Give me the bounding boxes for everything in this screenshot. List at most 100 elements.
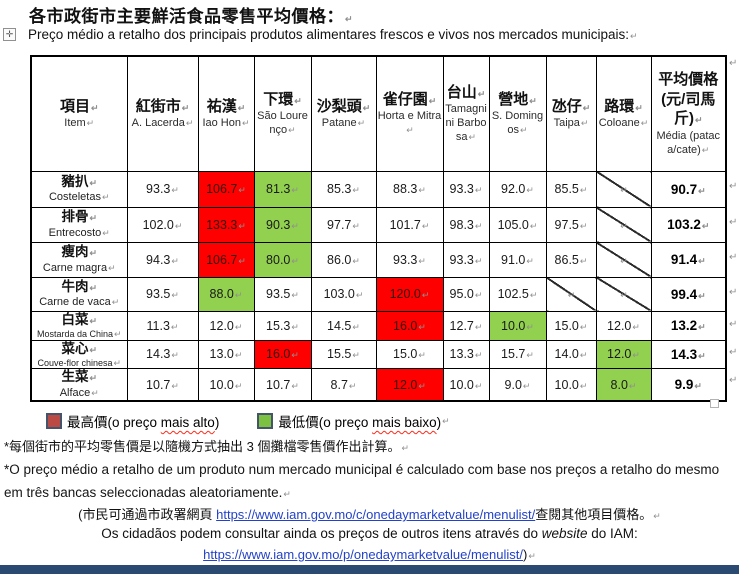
paragraph-mark: ↵: [345, 14, 354, 24]
iam-link-pt[interactable]: https://www.iam.gov.mo/p/onedaymarketval…: [203, 547, 523, 562]
paragraph-mark: ↵: [579, 350, 588, 361]
paragraph-mark: ↵: [698, 322, 706, 332]
average-price-cell: 13.2↵: [650, 310, 727, 341]
price-cell: 12.0↵: [595, 310, 652, 341]
table-resize-handle[interactable]: [710, 399, 719, 408]
item-cell: 豬扒↵ Costeletas↵: [30, 170, 128, 208]
table-row-carne-de-vaca: 牛肉↵ Carne de vaca↵ 93.5↵ 88.0↵ 93.5↵ 103.0↵ 12…: [30, 276, 727, 312]
paragraph-mark: ↵: [632, 350, 640, 361]
price-cell: 88.0↵: [197, 276, 255, 312]
price-cell: 15.7↵: [488, 339, 547, 370]
paragraph-mark: ↵: [171, 350, 179, 361]
paragraph-mark: ↵: [170, 321, 179, 332]
paragraph-mark: ↵: [238, 255, 246, 266]
paragraph-mark: ↵: [91, 387, 99, 398]
price-cell: 13.3↵: [442, 339, 490, 370]
paragraph-mark: ↵: [113, 357, 122, 368]
price-cell: 15.5↵: [310, 339, 377, 370]
paragraph-mark: ↵: [579, 380, 588, 391]
paragraph-mark: ↵: [234, 321, 243, 332]
price-cell: 102.0↵: [126, 206, 199, 243]
price-cell: 9.0↵: [488, 368, 547, 402]
price-cell: 92.0↵: [488, 170, 547, 208]
price-cell: 93.5↵: [253, 276, 312, 312]
paragraph-mark: ↵: [628, 380, 637, 391]
price-cell: 12.7↵: [442, 310, 490, 341]
legend-max-label: 最高價(o preço mais alto): [67, 415, 220, 430]
paragraph-mark: ↵: [174, 220, 183, 231]
column-header-tamagnini-barbosa: 台山↵ Tamagnini Barbosa↵: [442, 55, 490, 172]
column-header-patane: 沙梨頭↵ Patane↵: [310, 55, 377, 172]
paragraph-mark: ↵: [234, 350, 243, 361]
paragraph-mark: ↵: [474, 255, 483, 266]
page-subtitle: Preço médio a retalho dos principais pro…: [28, 27, 638, 42]
end-of-row-mark: ↵: [729, 347, 738, 358]
end-of-row-mark: ↵: [729, 252, 738, 263]
paragraph-mark: ↵: [474, 185, 483, 195]
price-cell: 97.7↵: [310, 206, 377, 243]
paragraph-mark: ↵: [291, 350, 299, 361]
item-cell: 菜心↵ Couve-flor chinesa↵: [30, 339, 128, 370]
paragraph-mark: ↵: [698, 290, 706, 301]
paragraph-mark: ↵: [520, 125, 528, 135]
price-cell: 15.0↵: [545, 310, 597, 341]
price-cell: 105.0↵: [488, 206, 547, 243]
paragraph-mark: ↵: [355, 290, 364, 300]
column-header-m-dia-pataca-cate: 平均價格(元/司馬斤)↵ Média (pataca/cate)↵: [650, 55, 727, 172]
paragraph-mark: ↵: [698, 350, 706, 361]
price-cell: 86.5↵: [545, 241, 597, 278]
end-of-row-mark: ↵: [729, 319, 738, 330]
footnote-pt: *O preço médio a retalho de um produto n…: [4, 462, 720, 501]
price-cell: 8.0↵: [595, 368, 652, 402]
price-cell: 12.0↵: [595, 339, 652, 370]
paragraph-mark: ↵: [529, 220, 538, 231]
legend-min-label: 最低價(o preço mais baixo): [278, 415, 442, 430]
price-cell: 93.3↵: [442, 170, 490, 208]
no-data-cell-diagonal: ↵: [595, 170, 652, 208]
price-cell: 12.0↵: [197, 310, 255, 341]
paragraph-mark: ↵: [352, 220, 360, 231]
paragraph-mark: ↵: [620, 185, 628, 195]
no-data-cell-diagonal: ↵: [545, 276, 597, 312]
price-cell: 95.0↵: [442, 276, 490, 312]
paragraph-mark: ↵: [283, 489, 291, 500]
no-data-cell-diagonal: ↵: [595, 276, 652, 312]
page-title: 各市政街市主要鮮活食品零售平均價格：↵: [29, 7, 354, 26]
price-cell: 10.0↵: [442, 368, 490, 402]
paragraph-mark: ↵: [701, 144, 710, 155]
paragraph-mark: ↵: [401, 443, 410, 453]
legend-min-swatch: [257, 413, 274, 429]
price-cell: 106.7↵: [197, 241, 255, 278]
legend-max-swatch: [46, 413, 62, 429]
paragraph-mark: ↵: [468, 131, 477, 142]
paragraph-mark: ↵: [111, 297, 120, 307]
paragraph-mark: ↵: [238, 185, 246, 195]
end-of-row-mark: ↵: [729, 375, 738, 386]
column-header-taipa: 氹仔↵ Taipa↵: [545, 55, 597, 172]
end-of-row-mark: ↵: [729, 181, 738, 192]
paragraph-mark: ↵: [698, 256, 706, 266]
price-cell: 94.3↵: [126, 241, 199, 278]
table-row-carne-magra: 瘦肉↵ Carne magra↵ 94.3↵ 106.7↵ 80.0↵ 86.0↵ 93.3…: [30, 241, 727, 278]
table-move-handle-icon[interactable]: ✛: [3, 28, 16, 41]
item-cell: 排骨↵ Entrecosto↵: [30, 206, 128, 243]
paragraph-mark: ↵: [89, 373, 98, 384]
column-header-coloane: 路環↵ Coloane↵: [595, 55, 652, 172]
paragraph-mark: ↵: [582, 102, 591, 113]
price-cell: 10.0↵: [545, 368, 597, 402]
iam-link-zh[interactable]: https://www.iam.gov.mo/c/onedaymarketval…: [216, 507, 536, 522]
footnote-zh: *每個街市的平均零售價是以隨機方式抽出 3 個攤檔零售價作出計算。↵: [4, 439, 410, 454]
paragraph-mark: ↵: [474, 321, 483, 332]
paragraph-mark: ↵: [288, 125, 296, 135]
price-cell: 15.3↵: [253, 310, 312, 341]
average-price-cell: 99.4↵: [650, 276, 727, 312]
paragraph-mark: ↵: [406, 125, 414, 135]
paragraph-mark: ↵: [89, 213, 98, 224]
table-header-row: 項目↵ Item↵ 紅街市↵ A. Lacerda↵ 祐漢↵ Iao Hon↵ 下環↵ São…: [30, 55, 727, 172]
price-cell: 10.7↵: [126, 368, 199, 402]
paragraph-mark: ↵: [86, 118, 95, 129]
paragraph-mark: ↵: [171, 255, 179, 266]
price-cell: 11.3↵: [126, 310, 199, 341]
price-cell: 93.3↵: [375, 241, 444, 278]
price-cell: 15.0↵: [375, 339, 444, 370]
